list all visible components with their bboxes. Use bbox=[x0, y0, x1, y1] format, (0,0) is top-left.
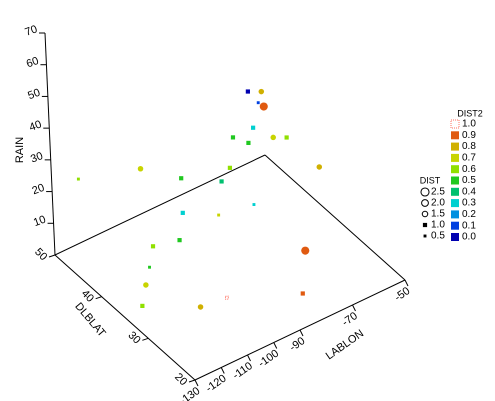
size-legend-title: DIST bbox=[420, 175, 441, 185]
color-swatch bbox=[451, 199, 459, 208]
data-point bbox=[180, 210, 185, 215]
data-point bbox=[284, 135, 289, 140]
data-point bbox=[251, 125, 256, 130]
data-point bbox=[179, 176, 184, 181]
data-point bbox=[252, 203, 256, 206]
color-legend-label: 0.2 bbox=[462, 209, 476, 220]
color-swatch bbox=[451, 187, 459, 196]
data-point bbox=[301, 246, 310, 255]
color-swatch bbox=[451, 176, 459, 185]
color-swatch bbox=[451, 153, 459, 162]
size-swatch bbox=[421, 210, 429, 218]
data-point bbox=[217, 213, 221, 217]
size-swatch bbox=[420, 187, 430, 197]
x-axis-label: LABLON bbox=[324, 328, 366, 363]
y-tick bbox=[48, 254, 56, 258]
color-legend-label: 0.5 bbox=[462, 175, 476, 186]
x-tick bbox=[220, 367, 225, 374]
y-tick bbox=[95, 296, 102, 300]
y-tick-label: 50 bbox=[32, 246, 49, 263]
y-tick-label: 30 bbox=[125, 329, 142, 346]
z-tick-label: 70 bbox=[23, 23, 39, 38]
data-point bbox=[143, 282, 149, 288]
data-point bbox=[219, 179, 224, 184]
x-tick bbox=[273, 342, 278, 349]
data-point bbox=[246, 140, 251, 146]
z-tick-label: 30 bbox=[29, 150, 45, 165]
y-tick bbox=[142, 337, 149, 341]
data-point bbox=[256, 101, 260, 105]
data-point bbox=[316, 164, 323, 170]
x-tick bbox=[247, 354, 251, 362]
floor-edge bbox=[54, 154, 266, 256]
color-legend-label: 0.1 bbox=[462, 220, 476, 231]
size-legend-label: 0.5 bbox=[431, 231, 445, 242]
data-point bbox=[140, 303, 145, 309]
x-tick-label: -100 bbox=[256, 348, 281, 370]
color-swatch bbox=[450, 119, 460, 129]
data-point bbox=[258, 88, 265, 95]
color-swatch bbox=[451, 221, 459, 230]
data-point bbox=[137, 165, 144, 172]
color-swatch bbox=[451, 233, 459, 241]
size-legend-label: 2.5 bbox=[431, 187, 445, 198]
z-tick-label: 10 bbox=[32, 214, 48, 229]
color-legend-label: 1.0 bbox=[462, 119, 476, 130]
data-point bbox=[300, 291, 305, 296]
color-swatch bbox=[451, 210, 459, 219]
size-swatch bbox=[423, 234, 427, 238]
data-point bbox=[259, 102, 268, 111]
z-tick-label: 20 bbox=[31, 182, 47, 197]
floor-edge bbox=[264, 154, 406, 281]
data-point bbox=[224, 295, 229, 300]
x-tick bbox=[299, 329, 304, 337]
y-tick bbox=[188, 379, 196, 383]
data-point bbox=[76, 177, 80, 181]
color-swatch bbox=[451, 165, 459, 174]
color-legend-label: 0.3 bbox=[462, 198, 476, 209]
color-swatch bbox=[451, 142, 459, 151]
color-legend-label: 0.6 bbox=[462, 164, 476, 175]
color-swatch bbox=[451, 131, 459, 140]
color-legend-label: 0.7 bbox=[462, 153, 476, 164]
data-point bbox=[197, 304, 204, 310]
data-point bbox=[148, 265, 151, 269]
x-tick bbox=[194, 379, 199, 387]
y-axis-label: DLBLAT bbox=[72, 300, 108, 339]
color-legend-title: DIST2 bbox=[457, 108, 483, 118]
color-legend-label: 0.9 bbox=[462, 130, 476, 141]
z-tick-label: 60 bbox=[25, 55, 41, 70]
x-tick-label: -90 bbox=[287, 335, 307, 354]
data-point bbox=[230, 135, 236, 140]
x-tick-label: -110 bbox=[231, 360, 255, 382]
z-axis-label: RAIN bbox=[14, 137, 26, 163]
size-swatch bbox=[421, 199, 429, 207]
data-point bbox=[245, 89, 250, 94]
color-legend-label: 0.4 bbox=[462, 186, 476, 197]
z-axis bbox=[44, 32, 56, 256]
size-legend-label: 1.0 bbox=[431, 220, 445, 231]
x-tick bbox=[404, 279, 409, 287]
size-legend-label: 1.5 bbox=[431, 209, 445, 220]
z-tick-label: 40 bbox=[28, 118, 44, 133]
y-tick-label: 20 bbox=[172, 371, 189, 388]
size-swatch bbox=[422, 222, 428, 228]
color-legend-label: 0.8 bbox=[462, 141, 476, 152]
floor-edge bbox=[54, 254, 196, 381]
data-point bbox=[150, 244, 156, 249]
x-tick-label: -50 bbox=[392, 285, 412, 304]
data-point bbox=[177, 238, 182, 243]
x-tick-label: -120 bbox=[204, 373, 229, 395]
data-point bbox=[227, 165, 232, 170]
color-legend-label: 0.0 bbox=[462, 232, 476, 243]
data-point bbox=[270, 134, 276, 141]
size-legend-label: 2.0 bbox=[431, 198, 445, 209]
x-tick-label: -70 bbox=[340, 310, 360, 329]
x-tick bbox=[352, 304, 356, 312]
z-tick-label: 50 bbox=[26, 87, 42, 102]
